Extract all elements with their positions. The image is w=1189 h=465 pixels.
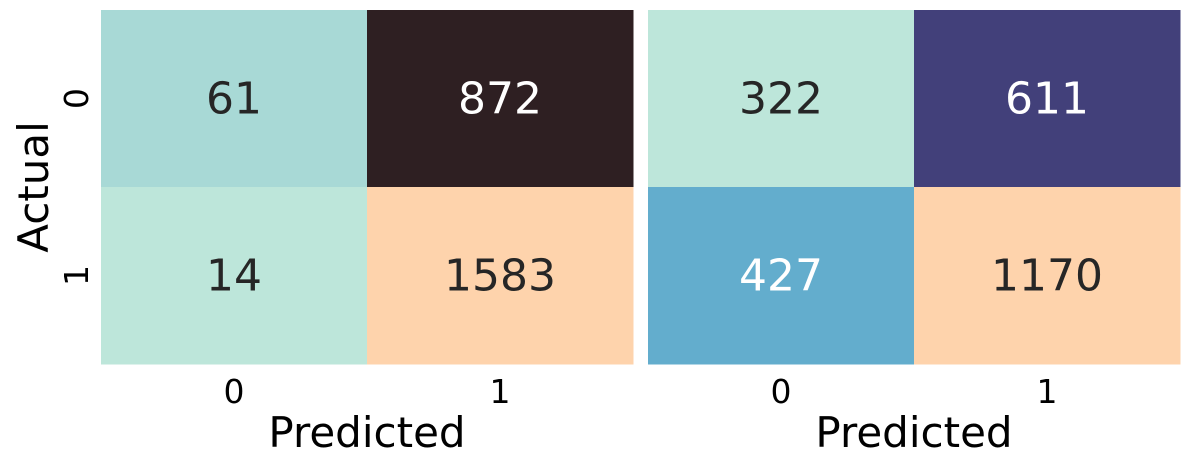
y-tick-label: 0 — [57, 88, 96, 109]
x-tick-label: 1 — [1037, 372, 1058, 411]
heatmap-cell — [914, 10, 1181, 188]
x-axis-label: Predicted — [815, 408, 1012, 457]
cell-value-label: 427 — [739, 251, 823, 302]
cell-value-label: 322 — [739, 74, 823, 125]
cell-value-label: 872 — [458, 74, 542, 125]
x-axis-label: Predicted — [268, 408, 465, 457]
y-axis-label: Actual — [9, 121, 58, 253]
heatmap-cell — [648, 10, 915, 188]
x-tick-label: 1 — [490, 372, 511, 411]
heatmap-cell — [101, 187, 368, 365]
cell-value-label: 61 — [206, 74, 262, 125]
heatmap-cell — [914, 187, 1181, 365]
cell-value-label: 1583 — [444, 251, 556, 302]
x-tick-label: 0 — [771, 372, 792, 411]
cell-value-label: 611 — [1005, 74, 1089, 125]
y-tick-label: 1 — [57, 265, 96, 286]
heatmap-cell — [101, 10, 368, 188]
heatmap-cell — [367, 187, 634, 365]
heatmap-panel-1: 61 872 14 1583 0 1 Predicted 0 1 Actual — [9, 10, 634, 457]
cell-value-label: 1170 — [991, 251, 1103, 302]
x-tick-label: 0 — [224, 372, 245, 411]
heatmap-cell — [648, 187, 915, 365]
cell-value-label: 14 — [206, 251, 262, 302]
heatmap-cell — [367, 10, 634, 188]
heatmap-panel-2: 322 611 427 1170 0 1 Predicted — [648, 10, 1181, 457]
